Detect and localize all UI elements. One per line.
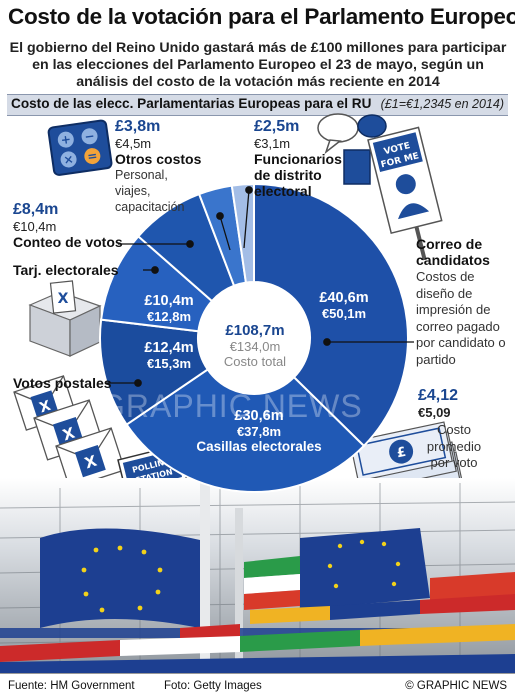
slice-value-tarjetas-gbp: £10,4m bbox=[144, 293, 194, 309]
svg-text:£: £ bbox=[395, 445, 407, 462]
svg-text:X: X bbox=[58, 291, 69, 307]
leader-dot-correo bbox=[323, 338, 331, 346]
slice-label-correo: £40,6m €50,1m bbox=[302, 290, 386, 321]
donut-slice-0 bbox=[253, 182, 409, 448]
slice-name-casillas: Casillas electorales bbox=[196, 439, 322, 454]
conteo-name: Conteo de votos bbox=[13, 234, 123, 250]
funcionarios-gbp: £2,5m bbox=[254, 118, 300, 135]
photo-credit: Foto: Getty Images bbox=[164, 680, 262, 692]
per-vote-cost: £4,12 €5,09 Costo promedio por voto bbox=[418, 387, 503, 472]
flag-row bbox=[0, 528, 515, 673]
slice-value-postales-eur: €15,3m bbox=[146, 356, 192, 371]
slice-label-tarjetas: £10,4m €12,8m bbox=[124, 293, 214, 324]
leader-otros-costos bbox=[219, 215, 231, 251]
leader-dot-conteo bbox=[186, 240, 194, 248]
donut-slice-1 bbox=[125, 368, 366, 493]
slice-value-correo-gbp: £40,6m bbox=[319, 290, 369, 306]
per-vote-label: Costo promedio por voto bbox=[426, 422, 482, 470]
chart-header: Costo de las elecc. Parlamentarias Europ… bbox=[7, 94, 508, 116]
slice-label-casillas: £30,6m €37,8m Casillas electorales bbox=[184, 408, 334, 454]
svg-text:X: X bbox=[38, 398, 53, 417]
conteo-gbp: £8,4m bbox=[13, 201, 59, 218]
svg-text:+: + bbox=[60, 132, 72, 147]
funcionarios-name: Funcionarios de distrito electoral bbox=[254, 151, 342, 199]
label-postales: Votos postales bbox=[13, 375, 112, 391]
leader-dot-funcionarios bbox=[245, 186, 253, 194]
total-cost: £108,7m €134,0m Costo total bbox=[195, 322, 315, 369]
per-vote-eur: €5,09 bbox=[418, 405, 451, 420]
publisher-credit: © GRAPHIC NEWS bbox=[405, 680, 507, 692]
eu-flag-left bbox=[40, 528, 200, 628]
flags-photo bbox=[0, 478, 515, 673]
leader-dot-tarjetas bbox=[151, 266, 159, 274]
funcionarios-eur: €3,1m bbox=[254, 136, 291, 151]
donut-hole bbox=[199, 283, 309, 393]
slice-value-casillas-gbp: £30,6m bbox=[234, 408, 284, 424]
slice-value-casillas-eur: €37,8m bbox=[236, 424, 282, 439]
slice-value-tarjetas-eur: €12,8m bbox=[146, 309, 192, 324]
otros-costos-desc: Personal, viajes, capacitación bbox=[115, 168, 185, 214]
ballot-box-icon: X bbox=[28, 280, 102, 357]
page-subtitle: El gobierno del Reino Unido gastará más … bbox=[9, 40, 507, 90]
otros-costos-name: Otros costos bbox=[115, 151, 202, 167]
page-title: Costo de la votación para el Parlamento … bbox=[8, 4, 515, 29]
leader-dot-otros-costos bbox=[216, 212, 224, 220]
leader-dot-postales bbox=[134, 379, 142, 387]
chart-title: Costo de las elecc. Parlamentarias Europ… bbox=[11, 96, 372, 111]
envelopes-icon: X X X bbox=[13, 375, 126, 489]
total-label: Costo total bbox=[223, 354, 287, 369]
correo-name: Correo de candidatos bbox=[416, 236, 490, 268]
source-credit: Fuente: HM Government bbox=[8, 680, 135, 692]
slice-value-postales-gbp: £12,4m bbox=[144, 340, 194, 356]
label-conteo: £8,4m €10,4m Conteo de votos bbox=[13, 201, 133, 250]
svg-text:−: − bbox=[84, 129, 96, 144]
footer: Fuente: HM Government Foto: Getty Images… bbox=[0, 673, 515, 700]
slice-value-correo-eur: €50,1m bbox=[321, 306, 367, 321]
label-otros-costos: £3,8m €4,5m Otros costos Personal, viaje… bbox=[115, 118, 230, 215]
vote-poster-icon: VOTE FOR ME bbox=[367, 126, 443, 261]
svg-text:=: = bbox=[86, 148, 98, 163]
speech-bubbles-icon bbox=[317, 113, 387, 185]
leader-funcionarios bbox=[243, 189, 250, 249]
conteo-eur: €10,4m bbox=[13, 219, 57, 234]
watermark-text: GRAPHIC NEWS bbox=[100, 388, 363, 424]
otros-costos-gbp: £3,8m bbox=[115, 118, 161, 135]
label-funcionarios: £2,5m €3,1m Funcionarios de distrito ele… bbox=[254, 118, 354, 199]
correo-desc: Costos de diseño de impresión de correo … bbox=[416, 269, 506, 367]
donut-slice-6 bbox=[230, 182, 255, 284]
per-vote-gbp: £4,12 bbox=[418, 387, 459, 404]
label-correo: Correo de candidatos Costos de diseño de… bbox=[416, 236, 510, 368]
total-eur: €134,0m bbox=[229, 339, 281, 354]
calculator-icon: + − × = bbox=[47, 119, 113, 176]
label-tarjetas: Tarj. electorales bbox=[13, 262, 119, 278]
otros-costos-eur: €4,5m bbox=[115, 136, 152, 151]
total-gbp: £108,7m bbox=[225, 322, 285, 339]
slice-label-postales: £12,4m €15,3m bbox=[124, 340, 214, 371]
exchange-rate-note: (£1=€1,2345 en 2014) bbox=[380, 97, 504, 111]
svg-text:×: × bbox=[63, 152, 75, 167]
